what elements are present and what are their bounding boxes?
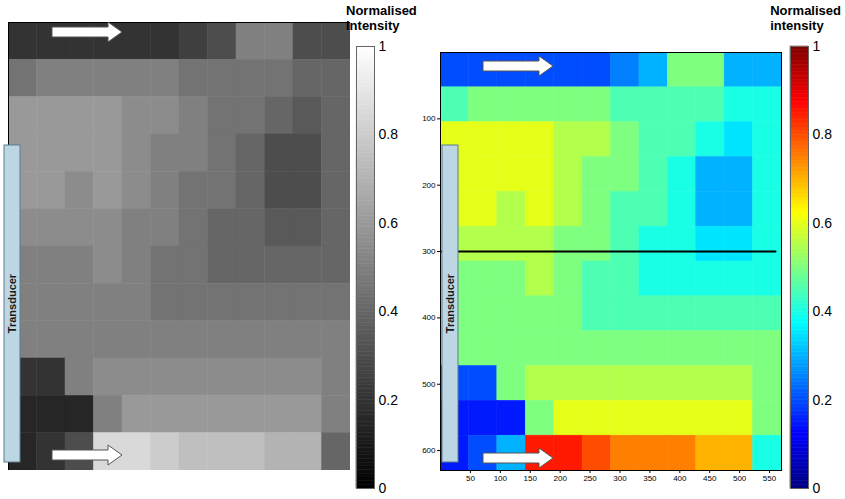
svg-text:0.4: 0.4 [813,303,833,319]
svg-text:400: 400 [673,474,687,483]
html-text:intensity: intensity [770,18,824,33]
svg-text:0.4: 0.4 [379,303,399,319]
svg-text:0.8: 0.8 [813,126,833,142]
svg-text:Transducer: Transducer [6,273,18,333]
html-text:Normalised: Normalised [770,3,841,18]
svg-text:250: 250 [583,474,597,483]
svg-text:150: 150 [524,474,538,483]
svg-text:0.6: 0.6 [379,215,399,231]
svg-text:0.2: 0.2 [379,392,399,408]
svg-text:100: 100 [422,114,436,123]
html-text:Normalised: Normalised [346,3,417,18]
svg-text:300: 300 [613,474,627,483]
svg-text:Transducer: Transducer [444,273,456,333]
svg-text:1: 1 [379,38,387,54]
svg-text:350: 350 [643,474,657,483]
svg-text:0: 0 [379,480,387,496]
svg-text:200: 200 [422,181,436,190]
svg-text:400: 400 [422,313,436,322]
svg-text:1: 1 [813,38,821,54]
svg-text:0.8: 0.8 [379,126,399,142]
svg-text:100: 100 [494,474,508,483]
svg-text:50: 50 [466,474,475,483]
svg-text:600: 600 [422,446,436,455]
svg-text:200: 200 [553,474,567,483]
svg-text:0.6: 0.6 [813,215,833,231]
html-text:intensity: intensity [346,18,400,33]
svg-text:500: 500 [733,474,747,483]
svg-text:450: 450 [703,474,717,483]
svg-text:500: 500 [422,380,436,389]
svg-text:0.2: 0.2 [813,392,833,408]
svg-text:300: 300 [422,247,436,256]
svg-text:550: 550 [763,474,777,483]
svg-text:0: 0 [813,480,821,496]
